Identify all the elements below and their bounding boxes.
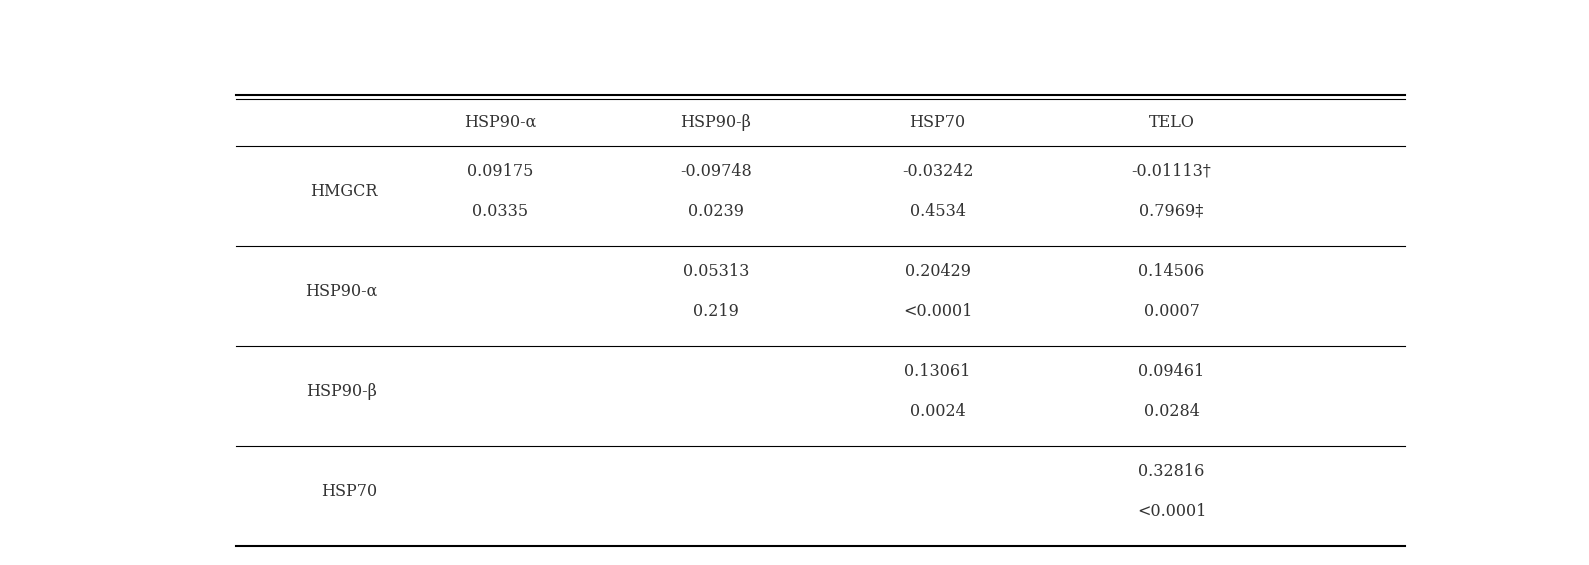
Text: 0.219: 0.219	[693, 303, 739, 320]
Text: -0.01113†: -0.01113†	[1131, 163, 1211, 180]
Text: 0.0284: 0.0284	[1144, 403, 1200, 420]
Text: <0.0001: <0.0001	[903, 303, 972, 320]
Text: HSP90-β: HSP90-β	[680, 114, 752, 131]
Text: TELO: TELO	[1149, 114, 1195, 131]
Text: 0.09461: 0.09461	[1138, 363, 1204, 380]
Text: 0.20429: 0.20429	[904, 263, 971, 280]
Text: 0.05313: 0.05313	[683, 263, 748, 280]
Text: 0.0335: 0.0335	[472, 203, 529, 220]
Text: -0.09748: -0.09748	[680, 163, 752, 180]
Text: HSP70: HSP70	[909, 114, 966, 131]
Text: HSP90-α: HSP90-α	[305, 282, 377, 299]
Text: HSP90-α: HSP90-α	[464, 114, 537, 131]
Text: 0.4534: 0.4534	[909, 203, 966, 220]
Text: HSP90-β: HSP90-β	[307, 383, 377, 400]
Text: 0.09175: 0.09175	[467, 163, 534, 180]
Text: HSP70: HSP70	[321, 483, 377, 500]
Text: 0.0239: 0.0239	[688, 203, 744, 220]
Text: HMGCR: HMGCR	[310, 182, 377, 199]
Text: 0.14506: 0.14506	[1138, 263, 1204, 280]
Text: -0.03242: -0.03242	[903, 163, 972, 180]
Text: 0.0007: 0.0007	[1144, 303, 1200, 320]
Text: 0.32816: 0.32816	[1138, 463, 1204, 480]
Text: 0.7969‡: 0.7969‡	[1139, 203, 1204, 220]
Text: <0.0001: <0.0001	[1136, 503, 1206, 520]
Text: 0.13061: 0.13061	[904, 363, 971, 380]
Text: 0.0024: 0.0024	[909, 403, 966, 420]
